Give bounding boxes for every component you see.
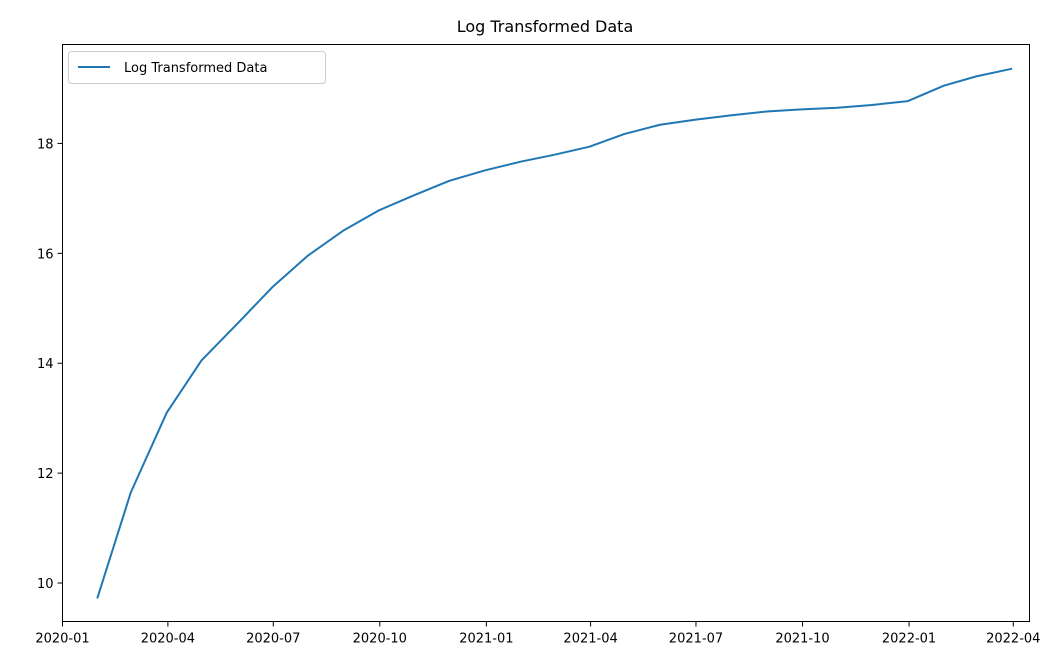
- x-tick-label: 2020-10: [353, 632, 407, 647]
- y-tick-label: 10: [37, 577, 54, 592]
- chart-title: Log Transformed Data: [457, 17, 634, 36]
- x-tick-label: 2021-04: [563, 632, 617, 647]
- x-axis: 2020-01 2020-04 2020-07 2020-10 2021-01 2021-…: [35, 621, 1040, 647]
- y-tick-label: 12: [37, 467, 54, 482]
- legend: Log Transformed Data: [68, 51, 326, 84]
- x-tick-label: 2022-01: [882, 632, 936, 647]
- x-tick-label: 2020-04: [141, 632, 195, 647]
- x-tick-label: 2021-01: [459, 632, 513, 647]
- legend-box: [68, 51, 326, 84]
- x-tick-label: 2020-01: [35, 632, 89, 647]
- y-tick-label: 14: [37, 357, 54, 372]
- y-tick-label: 16: [37, 247, 54, 262]
- legend-label: Log Transformed Data: [124, 61, 267, 76]
- series-layer: [96, 67, 1013, 599]
- x-tick-label: 2020-07: [246, 632, 300, 647]
- x-tick-label: 2021-07: [669, 632, 723, 647]
- plot-area-frame: [62, 44, 1030, 622]
- x-tick-label: 2022-04: [986, 632, 1040, 647]
- y-axis: 10 12 14 16 18: [37, 137, 63, 592]
- x-tick-label: 2021-10: [775, 632, 829, 647]
- series-line: [96, 67, 1013, 599]
- y-tick-label: 18: [37, 137, 54, 152]
